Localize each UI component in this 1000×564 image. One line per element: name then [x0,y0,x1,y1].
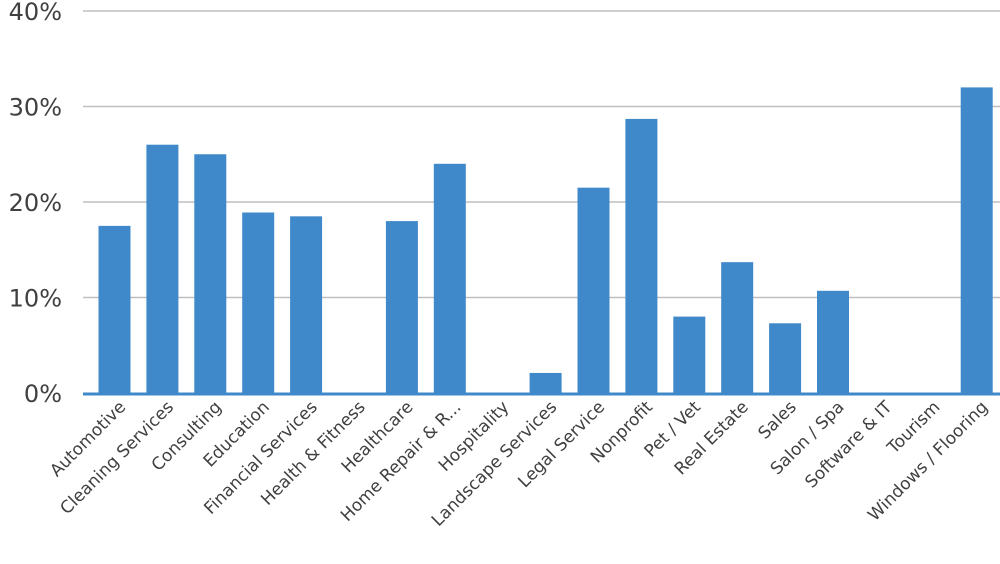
bar [290,216,323,393]
bar [577,187,610,393]
bar [769,323,802,393]
bar [625,118,658,393]
y-tick-label: 30% [9,94,62,122]
y-tick-label: 0% [24,380,62,408]
x-tick-label: Software & IT [801,397,896,492]
bar [98,225,131,393]
bars [98,87,993,394]
bar [146,144,179,393]
bar [960,87,993,394]
y-tick-label: 40% [9,0,62,26]
bar [817,290,849,393]
bar [194,154,227,393]
y-axis-ticks: 0% 10% 20% 30% 40% [9,0,62,408]
bar [385,221,418,393]
bar [433,163,466,393]
bar [673,316,706,393]
bar [242,212,275,393]
y-tick-label: 20% [9,189,62,217]
y-tick-label: 10% [9,285,62,313]
bar [721,262,754,393]
bar [529,372,562,393]
